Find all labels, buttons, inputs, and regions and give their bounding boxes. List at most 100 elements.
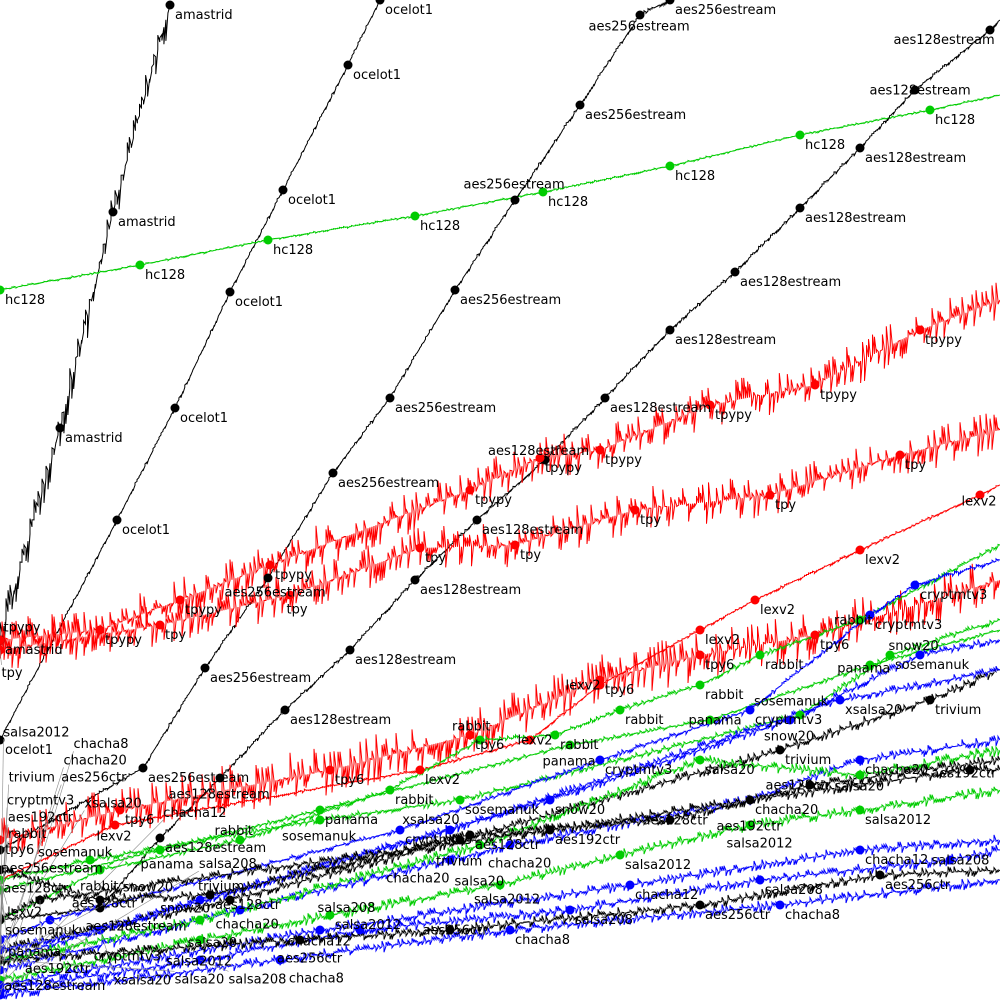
label-snow20: snow20	[160, 902, 210, 917]
marker-salsa2012	[495, 880, 505, 890]
marker-ocelot1	[170, 403, 180, 413]
label-tpy6: tpy6	[605, 683, 634, 698]
marker-aes128estream	[600, 393, 610, 403]
marker-trivium	[775, 745, 785, 755]
leader-line-salsa20	[0, 959, 175, 972]
label-tpy: tpy	[2, 666, 23, 681]
marker-aes256estream	[575, 100, 585, 110]
label-salsa208: salsa208	[229, 972, 287, 987]
label-panama: panama	[141, 857, 194, 872]
label-lexv2: lexv2	[705, 633, 740, 648]
label-aes256estream: aes256estream	[589, 20, 690, 35]
marker-aes128ctr	[665, 815, 675, 825]
leader-line-tpy	[0, 649, 2, 666]
marker-cryptmtv3	[745, 705, 755, 715]
marker-panama	[705, 715, 715, 725]
label-xsalsa20: xsalsa20	[402, 813, 459, 828]
marker-salsa208	[355, 925, 365, 935]
label-cryptmtv3: cryptmtv3	[755, 713, 822, 728]
label-salsa20: salsa20	[705, 763, 755, 778]
leader-line-trivium	[0, 784, 9, 951]
label-aes128estream: aes128estream	[740, 275, 841, 290]
label-chacha12: chacha12	[288, 935, 351, 950]
marker-aes256ctr	[445, 925, 455, 935]
marker-salsa20	[855, 770, 865, 780]
marker-aes192ctr	[545, 825, 555, 835]
marker-tpypy	[915, 325, 925, 335]
label-rabbit: rabbit	[215, 824, 254, 839]
label-sosemanuk: sosemanuk	[754, 695, 829, 710]
leader-line-cryptmtv3	[49, 919, 94, 949]
marker-salsa2012	[615, 850, 625, 860]
marker-aes192ctr	[745, 795, 755, 805]
marker-rabbit	[855, 615, 865, 625]
marker-aes256estream	[0, 845, 5, 855]
label-tpypy: tpypy	[545, 461, 582, 476]
label-trivium: trivium	[436, 855, 482, 870]
marker-salsa208	[945, 855, 955, 865]
series-line-panama	[0, 629, 1000, 893]
series-line-lexv2	[0, 484, 1000, 883]
marker-aes128estream	[472, 515, 482, 525]
label-aes256estream: aes256estream	[148, 771, 249, 786]
label-panama: panama	[325, 813, 378, 828]
label-aes128estream: aes128estream	[805, 211, 906, 226]
label-aes128estream: aes128estream	[870, 84, 971, 99]
marker-ocelot1	[112, 515, 122, 525]
label-sosemanuk: sosemanuk	[282, 830, 357, 845]
label-aes128ctr: aes128ctr	[475, 838, 541, 853]
label-trivium: trivium	[785, 753, 831, 768]
label-aes256estream: aes256estream	[338, 476, 439, 491]
marker-salsa20	[195, 915, 205, 925]
label-hc128: hc128	[273, 243, 313, 258]
label-cryptmtv3: cryptmtv3	[7, 794, 74, 809]
label-cryptmtv3: cryptmtv3	[605, 763, 672, 778]
marker-aes256estream	[510, 195, 520, 205]
series-line-hc128	[0, 94, 1000, 292]
marker-hc128	[263, 235, 273, 245]
label-aes192ctr: aes192ctr	[8, 811, 74, 826]
marker-hc128	[410, 211, 420, 221]
marker-aes128estream	[730, 267, 740, 277]
series-line-xsalsa20	[0, 665, 1000, 955]
leader-line-chacha8	[0, 751, 74, 996]
label-sosemanuk: sosemanuk	[465, 803, 540, 818]
label-lexv2: lexv2	[962, 495, 997, 510]
label-aes128ctr: aes128ctr	[72, 897, 138, 912]
marker-lexv2	[975, 490, 985, 500]
label-aes256estream: aes256estream	[585, 108, 686, 123]
marker-salsa2012	[325, 910, 335, 920]
label-hc128: hc128	[935, 113, 975, 128]
label-rabbit: rabbit	[452, 720, 491, 735]
marker-sosemanuk	[795, 710, 805, 720]
label-aes256ctr: aes256ctr	[885, 878, 951, 893]
label-salsa20: salsa20	[175, 972, 225, 987]
label-aes128estream: aes128estream	[85, 919, 186, 934]
leader-line-snow20	[0, 893, 124, 961]
marker-tpypy	[810, 380, 820, 390]
marker-tpypy	[595, 445, 605, 455]
label-tpypy: tpypy	[715, 408, 752, 423]
label-chacha20: chacha20	[755, 803, 818, 818]
label-aes256ctr: aes256ctr	[61, 771, 127, 786]
label-tpypy: tpypy	[185, 603, 222, 618]
label-tpy: tpy	[425, 551, 446, 566]
label-sosemanuk: sosemanuk	[895, 658, 970, 673]
leader-line-salsa208	[199, 959, 229, 972]
marker-tpy6	[325, 765, 335, 775]
label-cryptmtv3: cryptmtv3	[405, 833, 472, 848]
marker-tpypy	[705, 400, 715, 410]
label-tpypy: tpypy	[4, 621, 41, 636]
label-xsalsa20: xsalsa20	[114, 973, 171, 988]
label-aes128estream: aes128estream	[4, 979, 105, 994]
label-trivium: trivium	[198, 880, 244, 895]
marker-tpy6	[810, 630, 820, 640]
label-aes128estream: aes128estream	[420, 583, 521, 598]
series-line-chacha12	[0, 834, 1000, 988]
marker-ocelot1	[278, 185, 288, 195]
label-panama: panama	[8, 945, 61, 960]
label-aes128estream: aes128estream	[610, 401, 711, 416]
label-aes256estream: aes256estream	[464, 178, 565, 193]
label-aes192ctr: aes192ctr	[717, 820, 783, 835]
series-line-rabbit	[0, 543, 1000, 923]
